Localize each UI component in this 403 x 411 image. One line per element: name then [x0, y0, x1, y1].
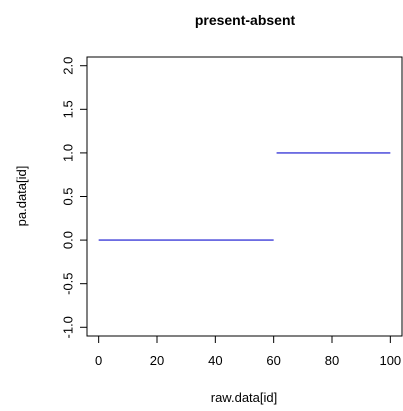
y-tick-label: 2.0	[61, 57, 76, 75]
y-axis-label: pa.data[id]	[14, 166, 29, 227]
y-tick-label: 0.5	[61, 187, 76, 205]
x-tick-label: 20	[150, 353, 164, 368]
chart-title: present-absent	[195, 12, 296, 28]
x-tick-label: 60	[266, 353, 280, 368]
y-tick-label: -0.5	[61, 272, 76, 294]
y-tick-label: 0.0	[61, 231, 76, 249]
x-tick-label: 0	[95, 353, 102, 368]
y-axis: -1.0 -0.5 0.0 0.5 1.0 1.5 2.0	[61, 57, 88, 338]
y-tick-label: 1.0	[61, 144, 76, 162]
x-axis: 0 20 40 60 80 100	[95, 335, 401, 368]
plot-box	[86, 56, 403, 337]
x-tick-label: 80	[325, 353, 339, 368]
x-tick-label: 40	[208, 353, 222, 368]
y-tick-label: -1.0	[61, 316, 76, 338]
series-layer	[98, 152, 391, 241]
y-tick-label: 1.5	[61, 100, 76, 118]
x-tick-label: 100	[379, 353, 401, 368]
x-axis-label: raw.data[id]	[211, 390, 278, 405]
